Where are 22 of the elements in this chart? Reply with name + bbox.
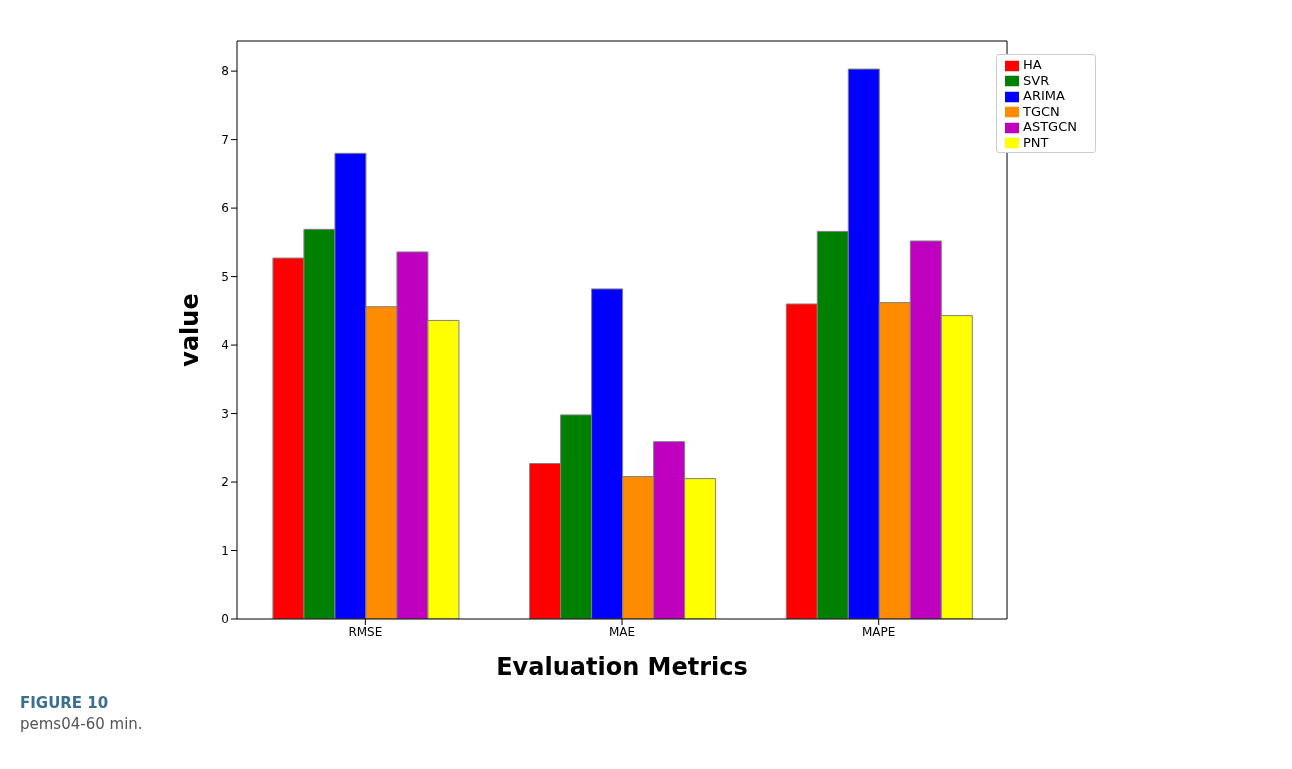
x-tick-label: MAPE <box>862 624 896 639</box>
x-axis-title: Evaluation Metrics <box>496 653 748 681</box>
text: pems04-60 min. <box>20 714 144 735</box>
legend-label: PNT <box>1023 134 1049 150</box>
legend-label: SVR <box>1023 72 1050 88</box>
y-tick-label: 8 <box>221 64 229 79</box>
x-tick-label: RMSE <box>348 624 383 639</box>
y-tick-label: 0 <box>221 612 229 627</box>
legend-label: ASTGCN <box>1023 119 1077 134</box>
y-tick-label: 6 <box>221 201 229 216</box>
legend-label: ARIMA <box>1023 88 1065 103</box>
caption: FIGURE 10 <box>20 693 110 714</box>
legend-label: TGCN <box>1023 103 1060 119</box>
y-tick-label: 7 <box>221 132 229 147</box>
x-tick-label: MAE <box>608 624 636 639</box>
y-tick-label: 5 <box>221 269 229 284</box>
y-tick-label: 4 <box>221 338 229 353</box>
y-tick-label: 1 <box>221 543 229 558</box>
y-tick-label: 2 <box>221 475 229 490</box>
legend-label: HA <box>1023 57 1042 72</box>
y-axis-title: value <box>175 293 204 367</box>
y-tick-label: 3 <box>221 406 229 421</box>
